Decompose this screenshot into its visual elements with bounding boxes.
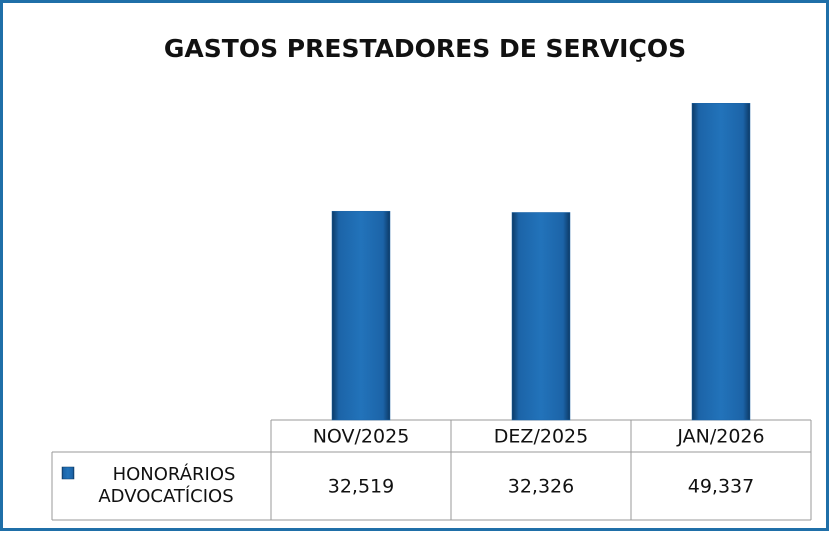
x-tick-label: JAN/2026 [676,426,764,448]
legend-label: HONORÁRIOS ADVOCATÍCIOS [98,463,235,507]
legend-swatch [61,466,75,480]
table-value: 32,519 [328,476,394,498]
x-tick-label: DEZ/2025 [494,426,588,448]
x-tick-label: NOV/2025 [313,426,410,448]
table-value: 49,337 [688,476,754,498]
bar [511,212,571,421]
chart-title: GASTOS PRESTADORES DE SERVIÇOS [164,34,686,63]
table-value: 32,326 [508,476,574,498]
bar [331,210,391,421]
bar [691,103,751,421]
